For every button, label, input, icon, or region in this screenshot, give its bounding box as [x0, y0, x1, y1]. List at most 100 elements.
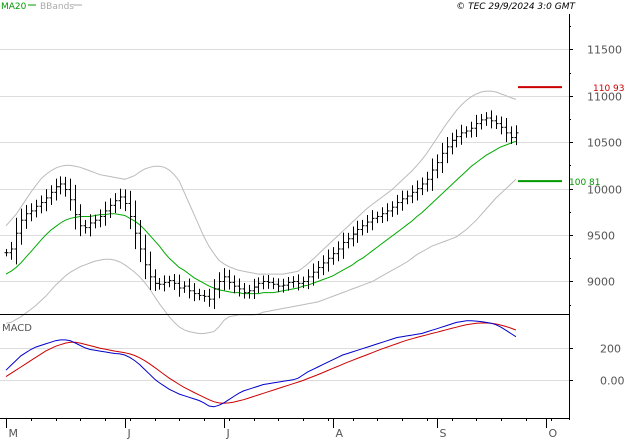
price-tick-label: 9000	[587, 276, 615, 289]
ohlc-bar	[430, 158, 435, 191]
ohlc-bar	[365, 214, 370, 233]
ohlc-bar	[291, 276, 296, 288]
ohlc-bar	[44, 189, 49, 212]
ohlc-bar	[286, 277, 291, 291]
ohlc-bar	[484, 112, 489, 126]
ohlc-bar	[266, 274, 271, 289]
ohlc-bar	[29, 203, 34, 222]
ohlc-bar	[93, 214, 98, 229]
ohlc-bar	[370, 210, 375, 231]
ohlc-bar	[301, 276, 306, 289]
ohlc-bar	[415, 180, 420, 201]
ohlc-bar	[98, 209, 103, 228]
ohlc-bar	[445, 136, 450, 164]
ohlc-bar	[103, 201, 108, 226]
ohlc-bar	[192, 283, 197, 302]
time-tick-label: O	[549, 427, 558, 440]
ohlc-bar	[395, 194, 400, 215]
ohlc-bar	[276, 278, 281, 293]
ohlc-bar	[410, 185, 415, 204]
ohlc-bar	[509, 126, 514, 145]
macd-signal-line	[5, 322, 517, 404]
ohlc-bar	[499, 116, 504, 135]
ohlc-bar	[133, 200, 138, 250]
macd-line	[5, 320, 517, 408]
ohlc-bar	[261, 275, 266, 290]
ohlc-bar	[425, 171, 430, 192]
ohlc-bar	[271, 277, 276, 290]
macd-lines	[5, 320, 517, 408]
ohlc-bar	[143, 234, 148, 280]
ohlc-bar	[34, 199, 39, 218]
ohlc-bar	[355, 220, 360, 243]
ohlc-bar	[385, 203, 390, 222]
time-tick-label: M	[9, 427, 19, 440]
ohlc-bar	[242, 282, 247, 299]
ohlc-bar	[311, 263, 316, 286]
macd-axis: 0.00 200	[569, 343, 625, 388]
ohlc-bar	[118, 188, 123, 209]
ohlc-bar	[450, 132, 455, 155]
ohlc-bar	[128, 190, 133, 230]
upper-band-line	[5, 90, 517, 275]
ohlc-bar	[4, 248, 9, 257]
ohlc-bar	[162, 275, 167, 292]
ohlc-bar	[400, 190, 405, 211]
legend-ma20: MA20	[1, 2, 27, 12]
ohlc-bar	[73, 184, 78, 230]
ohlc-bar	[321, 255, 326, 276]
ohlc-bar	[489, 110, 494, 129]
ohlc-bar	[157, 277, 162, 290]
ohlc-bar	[108, 198, 113, 218]
ohlc-bar	[405, 190, 410, 205]
ohlc-bar	[49, 185, 54, 205]
ohlc-bar	[256, 277, 261, 294]
ohlc-bar	[212, 279, 217, 309]
ohlc-bar	[9, 241, 14, 260]
ohlc-bar	[331, 247, 336, 265]
ohlc-bar	[167, 275, 172, 288]
price-tick-label: 11500	[587, 44, 622, 57]
ohlc-bar	[138, 220, 143, 263]
macd-panel-title: MACD	[2, 323, 32, 334]
resistance-level-label: 110 93	[593, 84, 625, 94]
ohlc-bar	[227, 269, 232, 290]
time-tick-label: J	[127, 427, 131, 440]
price-levels: 110 93 100 81	[518, 84, 625, 188]
ohlc-bar	[494, 115, 499, 129]
ohlc-bar	[217, 272, 222, 299]
time-tick-label: S	[440, 427, 447, 440]
ohlc-bar	[336, 241, 341, 262]
ohlc-bar	[380, 207, 385, 223]
ohlc-bar	[19, 208, 24, 245]
ohlc-bar	[68, 178, 73, 211]
ohlc-bar	[296, 274, 301, 291]
ma20-line	[5, 140, 517, 295]
ohlc-bar	[252, 278, 257, 299]
ohlc-bar	[88, 214, 93, 237]
ma20-series-line	[5, 140, 517, 295]
ohlc-bar	[435, 154, 440, 179]
ohlc-bar	[222, 268, 227, 291]
ohlc-bar	[14, 217, 19, 265]
ohlc-bar	[177, 274, 182, 297]
ohlc-bar	[187, 278, 192, 299]
ohlc-bar	[24, 204, 29, 229]
ohlc-bar	[504, 118, 509, 143]
ohlc-bar	[420, 177, 425, 196]
ohlc-bar	[153, 269, 158, 291]
price-axis: 9000 9500 10000 10500 11000 11500	[569, 26, 622, 306]
ohlc-bar	[197, 288, 202, 301]
copyright-timestamp: © TEC 29/9/2024 3:0 GMT	[456, 2, 576, 12]
ohlc-bar	[459, 124, 464, 145]
ohlc-bar	[474, 114, 479, 137]
ohlc-bar	[454, 129, 459, 148]
ohlc-bar	[39, 195, 44, 214]
ohlc-bar	[390, 201, 395, 217]
price-tick-label: 9500	[587, 230, 615, 243]
ohlc-bar	[148, 251, 153, 291]
ohlc-bar	[237, 278, 242, 297]
macd-tick-label: 200	[600, 343, 621, 356]
